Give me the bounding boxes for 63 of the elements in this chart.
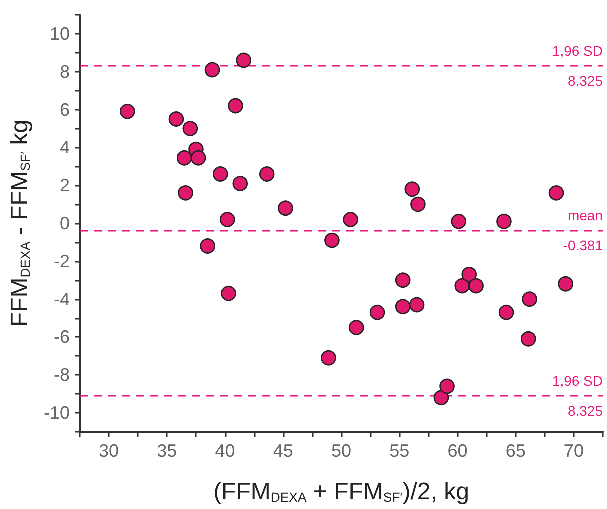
y-tick-label: 10 (50, 24, 70, 44)
x-axis-title: (FFMDEXA + FFMSF′)/2, kg (214, 478, 470, 506)
x-tick-label: 60 (448, 441, 468, 461)
x-tick-label: 35 (157, 441, 178, 461)
y-tick-label: 0 (60, 214, 70, 234)
point (220, 212, 236, 228)
point (278, 200, 294, 216)
point (200, 238, 216, 254)
y-tick-label: -6 (54, 327, 70, 348)
point (204, 62, 220, 78)
point (498, 304, 514, 320)
x-tick-label: 40 (215, 441, 236, 461)
x-tick-label: 70 (564, 441, 584, 461)
ref-line-label: 1,96 SD 8.325 (552, 372, 604, 419)
point (348, 320, 364, 336)
point (410, 196, 426, 212)
ref-line-label: 1,96 SD 8.325 (552, 42, 604, 89)
point (370, 304, 386, 320)
y-tick-label: -4 (54, 289, 70, 310)
point (228, 98, 244, 114)
point (440, 378, 455, 394)
point (404, 182, 420, 198)
point (212, 166, 228, 182)
point (343, 212, 358, 228)
x-tick-label: 55 (390, 441, 410, 461)
point (321, 350, 336, 366)
point (409, 297, 425, 313)
point (178, 186, 194, 201)
point (468, 278, 484, 294)
point (259, 166, 275, 182)
x-tick-label: 65 (506, 441, 526, 461)
y-tick-label: 4 (60, 138, 70, 158)
y-axis-title: FFMDEXA - FFMSF′ kg (6, 120, 34, 328)
point (451, 214, 467, 230)
point (324, 232, 340, 248)
point (120, 104, 136, 120)
point (176, 150, 192, 166)
ref-line-label: mean -0.381 (563, 208, 604, 254)
point (395, 299, 411, 315)
y-tick-label: -10 (44, 403, 70, 424)
point (168, 112, 184, 127)
y-tick-label: 8 (60, 62, 70, 82)
point (395, 272, 411, 288)
point (548, 186, 564, 201)
x-tick-label: 45 (273, 441, 294, 461)
point (520, 331, 536, 347)
point (454, 278, 470, 294)
y-tick-label: -8 (54, 365, 70, 386)
x-tick-label: 30 (99, 441, 120, 461)
x-tick-label: 50 (331, 441, 352, 461)
point (190, 150, 206, 166)
point (221, 286, 236, 302)
point (558, 276, 574, 292)
point (182, 121, 198, 136)
point (236, 52, 252, 68)
point (522, 292, 538, 307)
y-tick-label: 6 (60, 100, 70, 120)
point (434, 390, 450, 406)
point (462, 267, 477, 282)
y-tick-label: 2 (60, 176, 70, 196)
point (232, 176, 248, 192)
point (496, 214, 512, 230)
y-tick-label: -2 (54, 251, 70, 272)
